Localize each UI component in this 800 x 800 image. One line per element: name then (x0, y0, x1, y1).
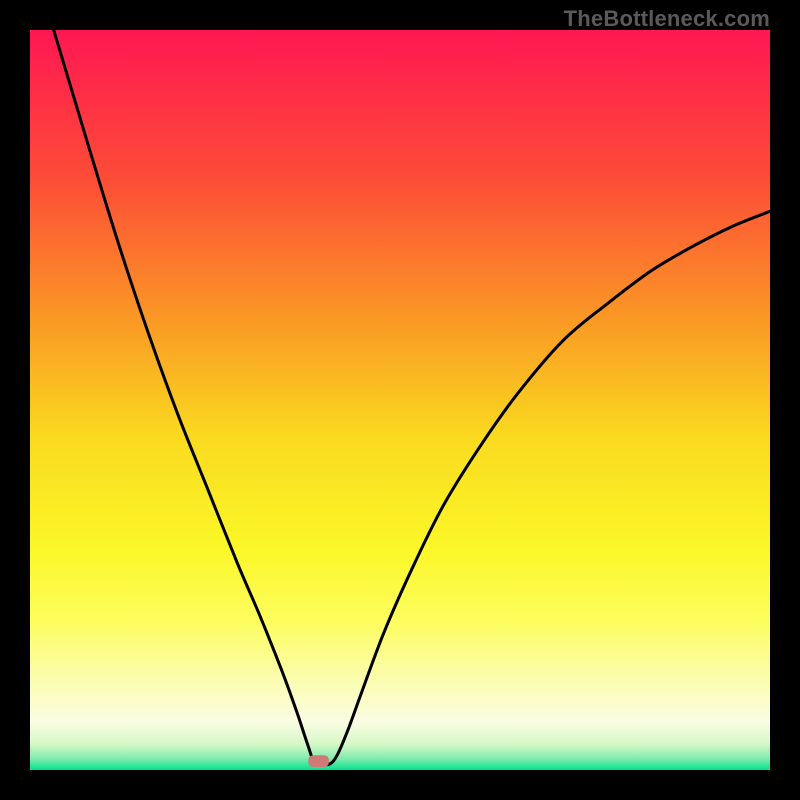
min-marker (308, 755, 329, 767)
chart-area (30, 30, 770, 770)
watermark-label: TheBottleneck.com (564, 6, 770, 32)
chart-background (30, 30, 770, 770)
bottleneck-chart (30, 30, 770, 770)
chart-container: TheBottleneck.com (0, 0, 800, 800)
